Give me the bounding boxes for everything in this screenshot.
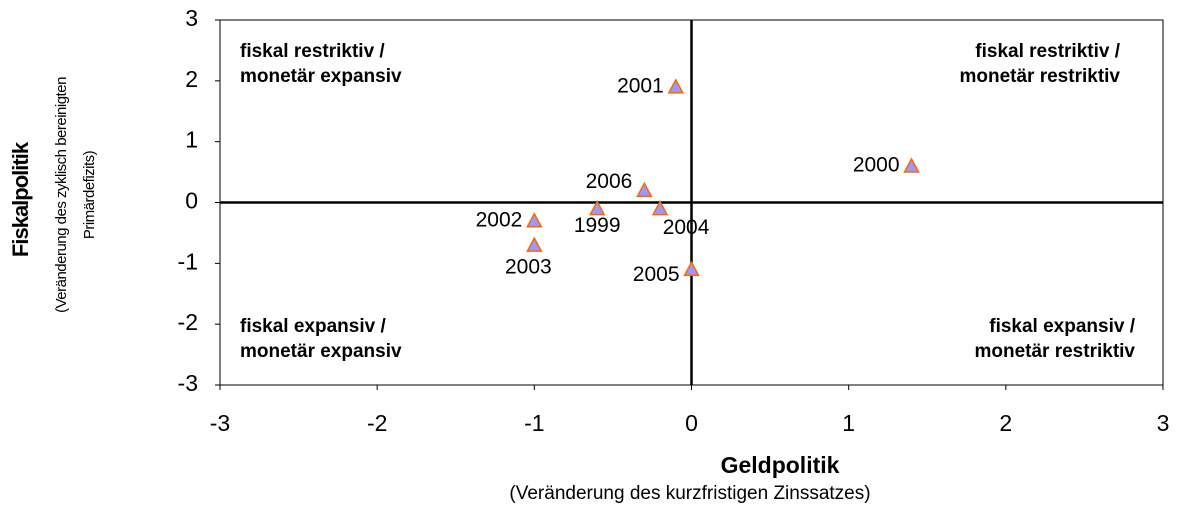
y-tick-label: 0	[185, 188, 198, 214]
quadrant-label: monetär restriktiv	[959, 66, 1120, 87]
x-tick-label: 3	[1157, 410, 1170, 436]
x-tick-label: -1	[524, 410, 544, 436]
x-tick-label: 2	[999, 410, 1012, 436]
x-tick-label: -3	[210, 410, 230, 436]
quadrant-label: fiskal expansiv /	[989, 316, 1135, 337]
point	[651, 200, 669, 216]
point	[526, 236, 543, 252]
point-label: 2001	[617, 74, 664, 97]
y-axis-sublabel: (Veränderung des zyklisch bereinigten	[53, 77, 70, 313]
quadrant-label: monetär restriktiv	[974, 341, 1135, 362]
point-label: 2006	[586, 170, 633, 193]
point-label: 1999	[574, 214, 621, 237]
point	[903, 157, 920, 173]
point-label: 2004	[663, 216, 710, 239]
quadrant-label: fiskal expansiv /	[240, 316, 386, 337]
y-tick-label: -3	[178, 370, 198, 396]
point	[636, 181, 653, 198]
x-tick-label: 0	[685, 410, 698, 436]
quadrant-label: monetär expansiv	[240, 341, 402, 362]
point	[667, 78, 685, 94]
point-label: 2005	[633, 263, 680, 286]
quadrant-label: fiskal restriktiv /	[975, 41, 1120, 62]
point-label: 2003	[505, 256, 552, 279]
y-axis-sublabel: Primärdefizits)	[81, 150, 98, 239]
point	[588, 200, 606, 216]
y-tick-label: 1	[185, 127, 198, 153]
y-tick-label: 2	[185, 66, 198, 92]
y-tick-label: -2	[178, 309, 198, 335]
quadrant-label: monetär expansiv	[240, 66, 402, 87]
x-tick-label: -2	[367, 410, 387, 436]
x-axis-label: Geldpolitik	[721, 452, 840, 478]
point-label: 2000	[853, 154, 900, 177]
quadrant-label: fiskal restriktiv /	[240, 41, 385, 62]
x-tick-label: 1	[842, 410, 855, 436]
y-axis-label: Fiskalpolitik	[8, 141, 33, 257]
point-label: 2002	[476, 208, 523, 231]
y-tick-label: -1	[178, 248, 198, 274]
point	[683, 260, 700, 277]
y-tick-label: 3	[185, 5, 198, 31]
x-axis-sublabel: (Veränderung des kurzfristigen Zinssatze…	[509, 483, 870, 504]
point	[526, 212, 543, 228]
